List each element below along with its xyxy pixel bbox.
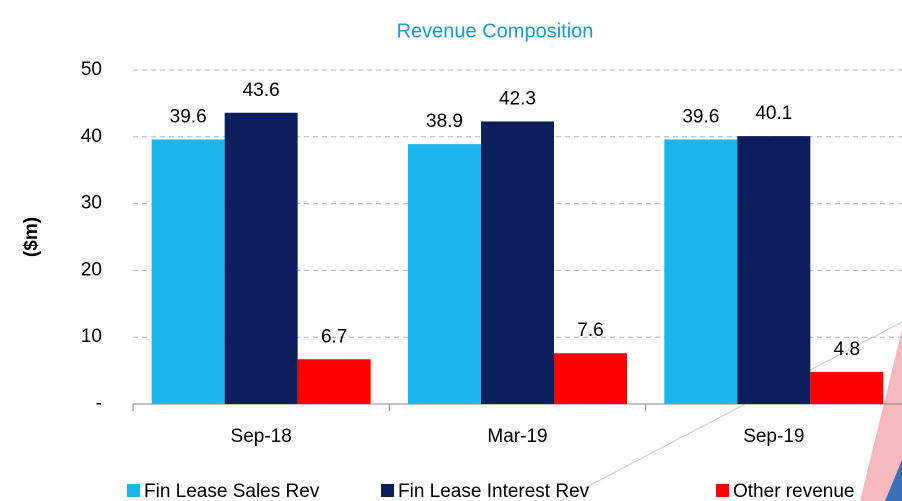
y-tick-label: 20 (81, 259, 102, 280)
x-tick-label: Sep-19 (743, 426, 804, 447)
decoration (885, 460, 902, 501)
bar (664, 139, 738, 405)
bar (297, 359, 371, 404)
value-label: 42.3 (499, 88, 536, 109)
y-tick-label: 30 (81, 193, 102, 214)
value-label: 38.9 (426, 111, 463, 132)
legend-label: Other revenue (733, 481, 854, 501)
legend-label: Fin Lease Interest Rev (398, 481, 590, 501)
bar (810, 371, 884, 404)
bar (408, 144, 481, 404)
bar (151, 139, 225, 405)
bar (481, 121, 554, 404)
value-label: 4.8 (834, 339, 860, 360)
bar (737, 136, 811, 404)
y-tick-label: 40 (81, 126, 102, 147)
y-tick-label: 10 (81, 326, 102, 347)
value-label: 39.6 (170, 106, 207, 127)
value-label: 6.7 (321, 326, 347, 347)
y-tick-label: 50 (81, 59, 102, 80)
x-tick-label: Mar-19 (487, 426, 547, 447)
y-tick-label: - (96, 393, 102, 414)
legend-swatch (381, 484, 394, 497)
value-label: 7.6 (577, 320, 603, 341)
value-label: 40.1 (755, 103, 792, 124)
legend-label: Fin Lease Sales Rev (144, 481, 320, 501)
x-tick-label: Sep-18 (231, 426, 292, 447)
decoration (559, 321, 902, 501)
value-label: 39.6 (682, 106, 719, 127)
legend-swatch (716, 484, 729, 497)
chart-title: Revenue Composition (397, 20, 594, 42)
y-axis-label: ($m) (21, 217, 42, 257)
bar (224, 112, 298, 404)
legend-swatch (127, 484, 140, 497)
bar (554, 353, 627, 404)
value-label: 43.6 (243, 80, 280, 101)
decoration (860, 330, 902, 501)
